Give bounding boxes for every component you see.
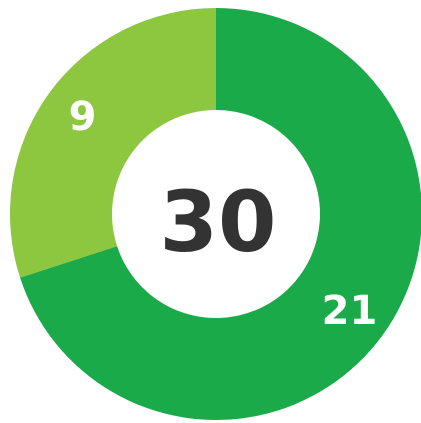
donut-segment — [9, 8, 217, 278]
segment-label: 21 — [322, 288, 378, 334]
center-total: 30 — [160, 173, 277, 271]
segment-label: 9 — [69, 94, 97, 140]
donut-segment — [20, 8, 421, 420]
